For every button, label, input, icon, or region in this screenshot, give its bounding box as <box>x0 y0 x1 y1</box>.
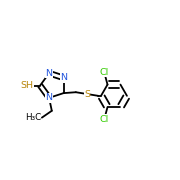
Text: N: N <box>46 93 53 102</box>
Text: Cl: Cl <box>100 115 109 124</box>
Text: S: S <box>84 89 90 98</box>
Text: H₃C: H₃C <box>25 113 41 122</box>
Text: N: N <box>46 69 53 78</box>
Text: N: N <box>60 73 67 82</box>
Text: SH: SH <box>20 81 33 90</box>
Text: Cl: Cl <box>100 68 109 77</box>
